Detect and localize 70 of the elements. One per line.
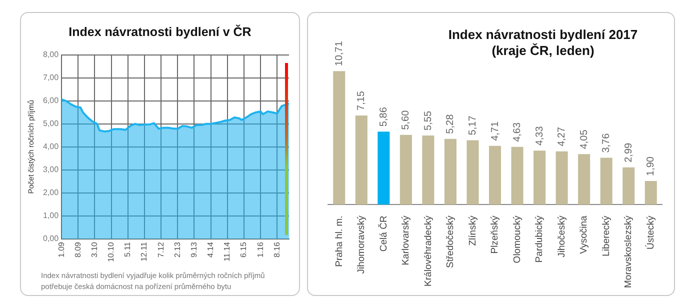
x-tick-label: Středočeský bbox=[445, 215, 456, 268]
y-tick-label: 3,00 bbox=[42, 165, 60, 174]
data-label: 4,63 bbox=[512, 122, 524, 142]
x-tick-label: Jihočeský bbox=[556, 215, 568, 258]
x-tick-label: 8.16 bbox=[272, 241, 282, 258]
x-tick-label: Zlínský bbox=[467, 215, 478, 246]
bar bbox=[422, 135, 434, 205]
y-tick-label: 8,00 bbox=[42, 50, 60, 60]
y-tick-label: 4,00 bbox=[42, 142, 60, 152]
bar bbox=[355, 115, 368, 205]
bar bbox=[466, 140, 479, 205]
x-tick-label: 12.11 bbox=[140, 241, 149, 262]
x-tick-label: Liberecký bbox=[600, 215, 612, 256]
x-tick-label: 6.15 bbox=[239, 241, 248, 258]
x-tick-label: Karlovarský bbox=[400, 215, 412, 266]
x-tick-label: 9.13 bbox=[189, 241, 198, 258]
x-tick-label: 1.16 bbox=[256, 241, 265, 258]
y-tick-label: 1,00 bbox=[42, 211, 60, 220]
y-tick-label: 2,00 bbox=[42, 188, 60, 198]
data-label: 4,71 bbox=[490, 121, 501, 141]
chart-title: Index návratnosti bydlení 2017 (kraje ČR, leden) bbox=[447, 27, 639, 59]
y-tick-label: 5,00 bbox=[42, 119, 60, 128]
y-tick-label: 6,00 bbox=[42, 96, 60, 106]
bar bbox=[378, 132, 390, 205]
data-label: 5,17 bbox=[467, 115, 478, 136]
x-tick-label: Ústecký bbox=[644, 215, 656, 250]
x-tick-label: Moravskoslezský bbox=[623, 215, 634, 288]
bar bbox=[556, 151, 568, 205]
data-label: 5,86 bbox=[378, 106, 390, 127]
x-tick-label: Pardubický bbox=[534, 215, 546, 263]
data-label: 4,27 bbox=[556, 126, 568, 146]
bar bbox=[333, 71, 346, 205]
x-tick-label: Královéhradecký bbox=[422, 215, 434, 286]
data-label: 5,55 bbox=[422, 110, 434, 130]
data-label: 5,28 bbox=[445, 114, 456, 134]
x-tick-label: 11.14 bbox=[222, 241, 232, 262]
x-tick-label: 8.09 bbox=[73, 241, 82, 258]
y-tick-label: 0,00 bbox=[42, 234, 60, 244]
x-tick-label: Olomoucký bbox=[512, 215, 523, 264]
data-label: 7,15 bbox=[356, 90, 368, 110]
data-label: 10,71 bbox=[334, 40, 345, 66]
bar bbox=[511, 146, 524, 205]
data-label: 4,05 bbox=[578, 129, 590, 150]
x-tick-label: Praha hl. m. bbox=[334, 216, 345, 267]
x-tick-label: 2.13 bbox=[172, 241, 182, 258]
x-tick-label: 3.10 bbox=[90, 241, 99, 258]
x-tick-label: 1.09 bbox=[56, 241, 66, 258]
x-tick-label: Plzeňský bbox=[490, 215, 501, 254]
bar bbox=[400, 134, 412, 205]
x-tick-label: Jihomoravský bbox=[356, 215, 368, 274]
data-label: 5,60 bbox=[400, 110, 412, 130]
bar bbox=[444, 138, 456, 205]
x-tick-label: 5.11 bbox=[123, 241, 132, 257]
data-label: 1,90 bbox=[646, 156, 657, 176]
data-label: 2,99 bbox=[623, 142, 634, 162]
bar bbox=[534, 150, 546, 205]
x-tick-label: 4.14 bbox=[206, 241, 216, 258]
data-label: 3,76 bbox=[601, 132, 612, 153]
bar bbox=[600, 158, 612, 205]
x-tick-label: 10.10 bbox=[106, 241, 116, 262]
x-tick-label: Celá ČR bbox=[377, 216, 390, 252]
bar bbox=[622, 167, 635, 205]
bar bbox=[488, 146, 502, 205]
x-tick-label: Vysočina bbox=[578, 214, 590, 254]
data-label: 4,33 bbox=[534, 126, 546, 146]
x-tick-label: 7.12 bbox=[156, 241, 166, 258]
bar bbox=[578, 154, 590, 205]
chart-title: Index návratnosti bydlení v ČR bbox=[68, 25, 252, 39]
y-tick-label: 7,00 bbox=[42, 73, 60, 82]
bar bbox=[644, 180, 657, 205]
